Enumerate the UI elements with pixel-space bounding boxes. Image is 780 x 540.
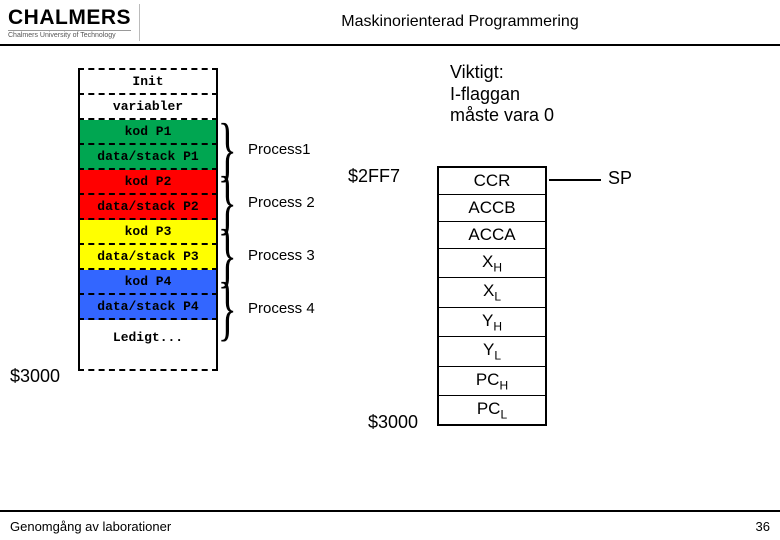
reg-xl: XL — [439, 278, 545, 307]
reg-pcl: PCL — [439, 396, 545, 424]
mem-ds-p3: data/stack P3 — [78, 245, 218, 270]
logo-text: CHALMERS — [8, 7, 131, 28]
reg-pch: PCH — [439, 367, 545, 396]
label-process2: Process 2 — [248, 194, 315, 211]
reg-yh: YH — [439, 308, 545, 337]
mem-free: Ledigt... — [78, 320, 218, 371]
register-stack: CCR ACCB ACCA XH XL YH YL PCH PCL — [437, 166, 547, 426]
reg-acca: ACCA — [439, 222, 545, 249]
mem-ds-p1: data/stack P1 — [78, 145, 218, 170]
brace-p4: } — [218, 272, 237, 344]
note-line1: Viktigt: — [450, 62, 554, 84]
label-process4: Process 4 — [248, 300, 315, 317]
mem-kod-p4: kod P4 — [78, 270, 218, 295]
reg-accb: ACCB — [439, 195, 545, 222]
footer-left: Genomgång av laborationer — [10, 519, 171, 534]
label-process3: Process 3 — [248, 247, 315, 264]
mem-kod-p1: kod P1 — [78, 120, 218, 145]
diagram-area: Viktigt: I-flaggan måste vara 0 Init var… — [0, 46, 780, 500]
mem-kod-p2: kod P2 — [78, 170, 218, 195]
mem-vars: variabler — [78, 95, 218, 120]
logo-subtext: Chalmers University of Technology — [8, 30, 131, 39]
mem-init: Init — [78, 68, 218, 95]
mem-ds-p2: data/stack P2 — [78, 195, 218, 220]
reg-yl: YL — [439, 337, 545, 366]
note-line2: I-flaggan — [450, 84, 554, 106]
mem-kod-p3: kod P3 — [78, 220, 218, 245]
header-bar: CHALMERS Chalmers University of Technolo… — [0, 0, 780, 46]
note-line3: måste vara 0 — [450, 105, 554, 127]
reg-xh: XH — [439, 249, 545, 278]
page-title: Maskinorienterad Programmering — [140, 13, 780, 31]
label-process1: Process1 — [248, 141, 311, 158]
important-note: Viktigt: I-flaggan måste vara 0 — [450, 62, 554, 127]
logo: CHALMERS Chalmers University of Technolo… — [0, 4, 140, 41]
addr-2ff7: $2FF7 — [348, 166, 400, 187]
addr-3000-bottom: $3000 — [368, 412, 418, 433]
sp-pointer-line — [549, 179, 601, 181]
mem-ds-p4: data/stack P4 — [78, 295, 218, 320]
sp-label: SP — [608, 168, 632, 189]
page-number: 36 — [756, 519, 770, 534]
memory-column: Init variabler kod P1 data/stack P1 kod … — [78, 68, 218, 371]
footer-bar: Genomgång av laborationer 36 — [0, 510, 780, 540]
reg-ccr: CCR — [439, 168, 545, 195]
